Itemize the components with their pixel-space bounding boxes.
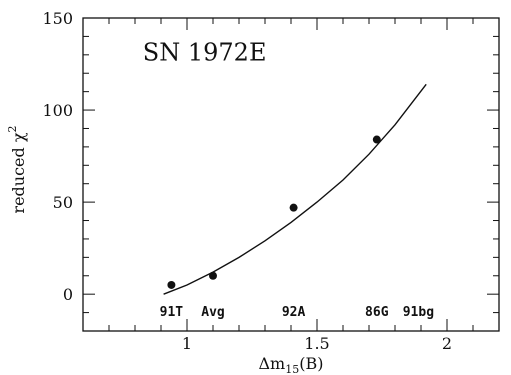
y-tick-label: 50 xyxy=(53,193,73,212)
data-point xyxy=(209,271,217,280)
y-tick-label: 0 xyxy=(63,285,73,304)
chart-annotation: SN 1972E xyxy=(143,38,267,66)
y-tick-label: 150 xyxy=(42,9,73,28)
data-point xyxy=(372,135,381,144)
fit-curve xyxy=(163,83,427,295)
y-axis-label: reduced χ2 xyxy=(6,125,28,213)
point-label: 92A xyxy=(282,305,306,320)
point-label: 91bg xyxy=(403,305,434,320)
point-label: 91T xyxy=(160,305,184,320)
data-point xyxy=(289,203,298,212)
y-tick-label: 100 xyxy=(42,101,73,120)
plot-area: 1 1.5 2 0 50 100 150 91T Avg 92A 86G 91bg xyxy=(42,9,500,353)
x-axis-label: Δm15(B) xyxy=(259,354,324,375)
x-tick-label: 2 xyxy=(442,334,452,353)
point-label: Avg xyxy=(201,305,224,320)
x-tick-label: 1.5 xyxy=(304,334,329,353)
data-point xyxy=(167,280,176,289)
point-label: 86G xyxy=(365,305,389,320)
x-tick-label: 1 xyxy=(182,334,192,353)
